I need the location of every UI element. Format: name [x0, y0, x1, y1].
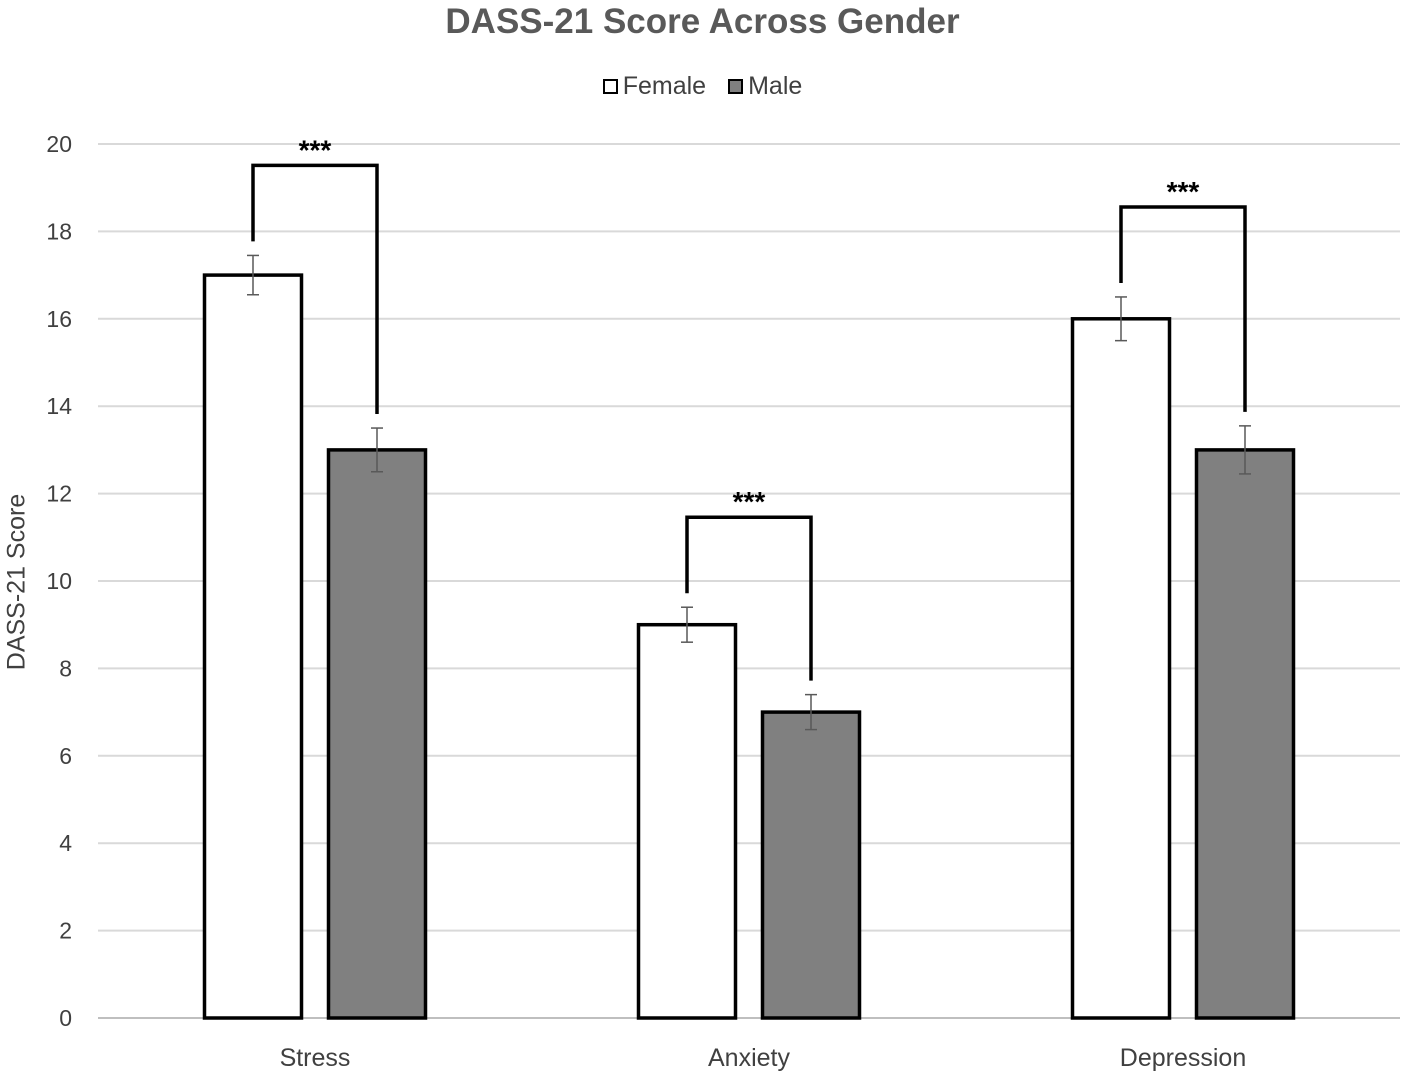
legend-swatch-female — [602, 79, 618, 94]
y-tick-label-12: 12 — [46, 481, 72, 507]
chart-title: DASS-21 Score Across Gender — [445, 2, 960, 41]
y-tick-label-2: 2 — [59, 918, 72, 944]
significance-bracket-stress — [251, 163, 379, 415]
bar-male-depression — [1194, 448, 1296, 1020]
bar-male-stress — [326, 448, 428, 1020]
bar-male-anxiety — [760, 710, 862, 1020]
y-tick-label-18: 18 — [46, 218, 72, 244]
y-tick-label-16: 16 — [46, 306, 72, 332]
y-tick-label-4: 4 — [59, 830, 72, 856]
legend: Female Male — [0, 72, 1405, 101]
legend-item-female: Female — [602, 72, 707, 101]
significance-label-stress: *** — [299, 134, 332, 165]
legend-label-male: Male — [748, 72, 803, 100]
bar-female-depression — [1070, 317, 1172, 1020]
y-tick-label-0: 0 — [59, 1005, 72, 1031]
y-tick-label-6: 6 — [59, 743, 72, 769]
legend-label-female: Female — [622, 72, 707, 100]
significance-label-anxiety: *** — [733, 486, 766, 517]
significance-label-depression: *** — [1167, 176, 1200, 207]
y-tick-label-14: 14 — [46, 393, 72, 419]
y-tick-label-8: 8 — [59, 655, 72, 681]
y-tick-label-20: 20 — [46, 131, 72, 157]
y-tick-label-10: 10 — [46, 568, 72, 594]
bar-female-stress — [202, 273, 304, 1020]
x-tick-label-anxiety: Anxiety — [708, 1044, 790, 1072]
significance-bracket-depression — [1119, 205, 1247, 412]
x-tick-label-depression: Depression — [1120, 1044, 1246, 1072]
legend-item-male: Male — [728, 72, 802, 101]
legend-swatch-male — [728, 79, 744, 94]
x-tick-label-stress: Stress — [280, 1044, 351, 1072]
significance-bracket-anxiety — [685, 515, 813, 681]
bar-female-anxiety — [636, 622, 738, 1020]
